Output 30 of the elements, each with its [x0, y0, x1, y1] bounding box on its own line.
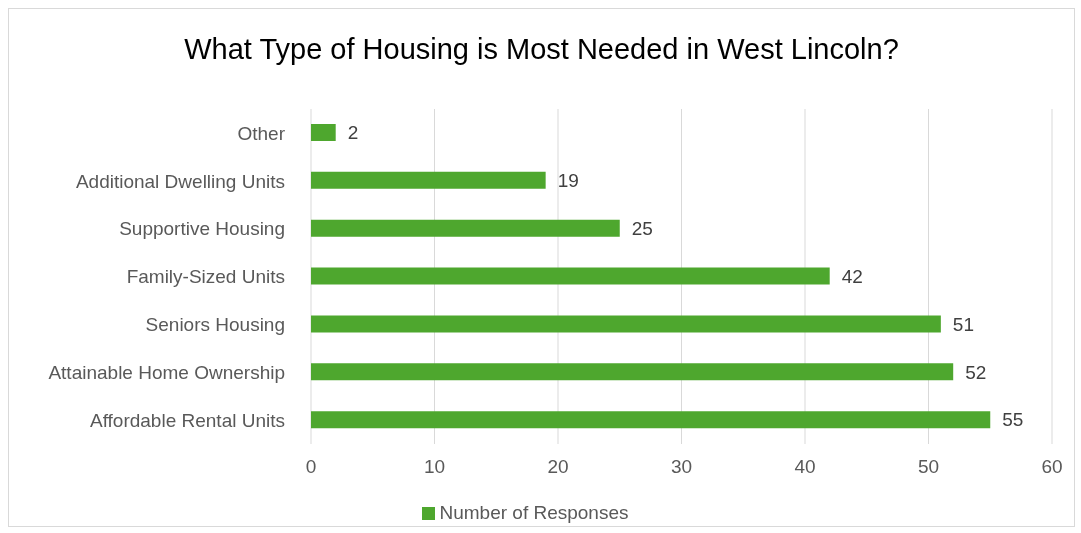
bar: [311, 219, 620, 237]
y-tick-label: Additional Dwelling Units: [75, 170, 285, 192]
data-label: 51: [952, 313, 974, 335]
y-tick-label: Affordable Rental Units: [89, 409, 285, 431]
data-label: 2: [347, 122, 359, 144]
bar: [311, 363, 954, 381]
x-tick-label: 50: [917, 456, 940, 478]
data-label: 55: [1002, 409, 1024, 431]
data-label: 25: [631, 217, 653, 239]
bar: [311, 171, 546, 189]
x-tick-label: 20: [547, 456, 569, 478]
data-label: 42: [841, 265, 863, 287]
y-tick-label: Attainable Home Ownership: [48, 361, 285, 383]
data-label: 19: [557, 170, 579, 192]
bar: [311, 411, 991, 429]
chart-title: What Type of Housing is Most Needed in West Lincoln?: [183, 31, 900, 67]
x-tick-label: 10: [423, 456, 446, 478]
y-tick-label: Family-Sized Units: [126, 266, 285, 288]
x-tick-label: 30: [670, 456, 693, 478]
x-tick-label: 0: [305, 456, 317, 478]
data-label: 52: [965, 361, 987, 383]
bar: [311, 267, 830, 285]
legend-label: Number of Responses: [439, 502, 629, 523]
y-tick-label: Seniors Housing: [145, 314, 285, 336]
y-tick-label: Other: [237, 122, 286, 144]
x-tick-label: 40: [794, 456, 816, 478]
x-tick-label: 60: [1041, 456, 1063, 478]
y-tick-label: Supportive Housing: [119, 218, 285, 240]
bar: [311, 315, 941, 333]
bar: [311, 124, 336, 141]
